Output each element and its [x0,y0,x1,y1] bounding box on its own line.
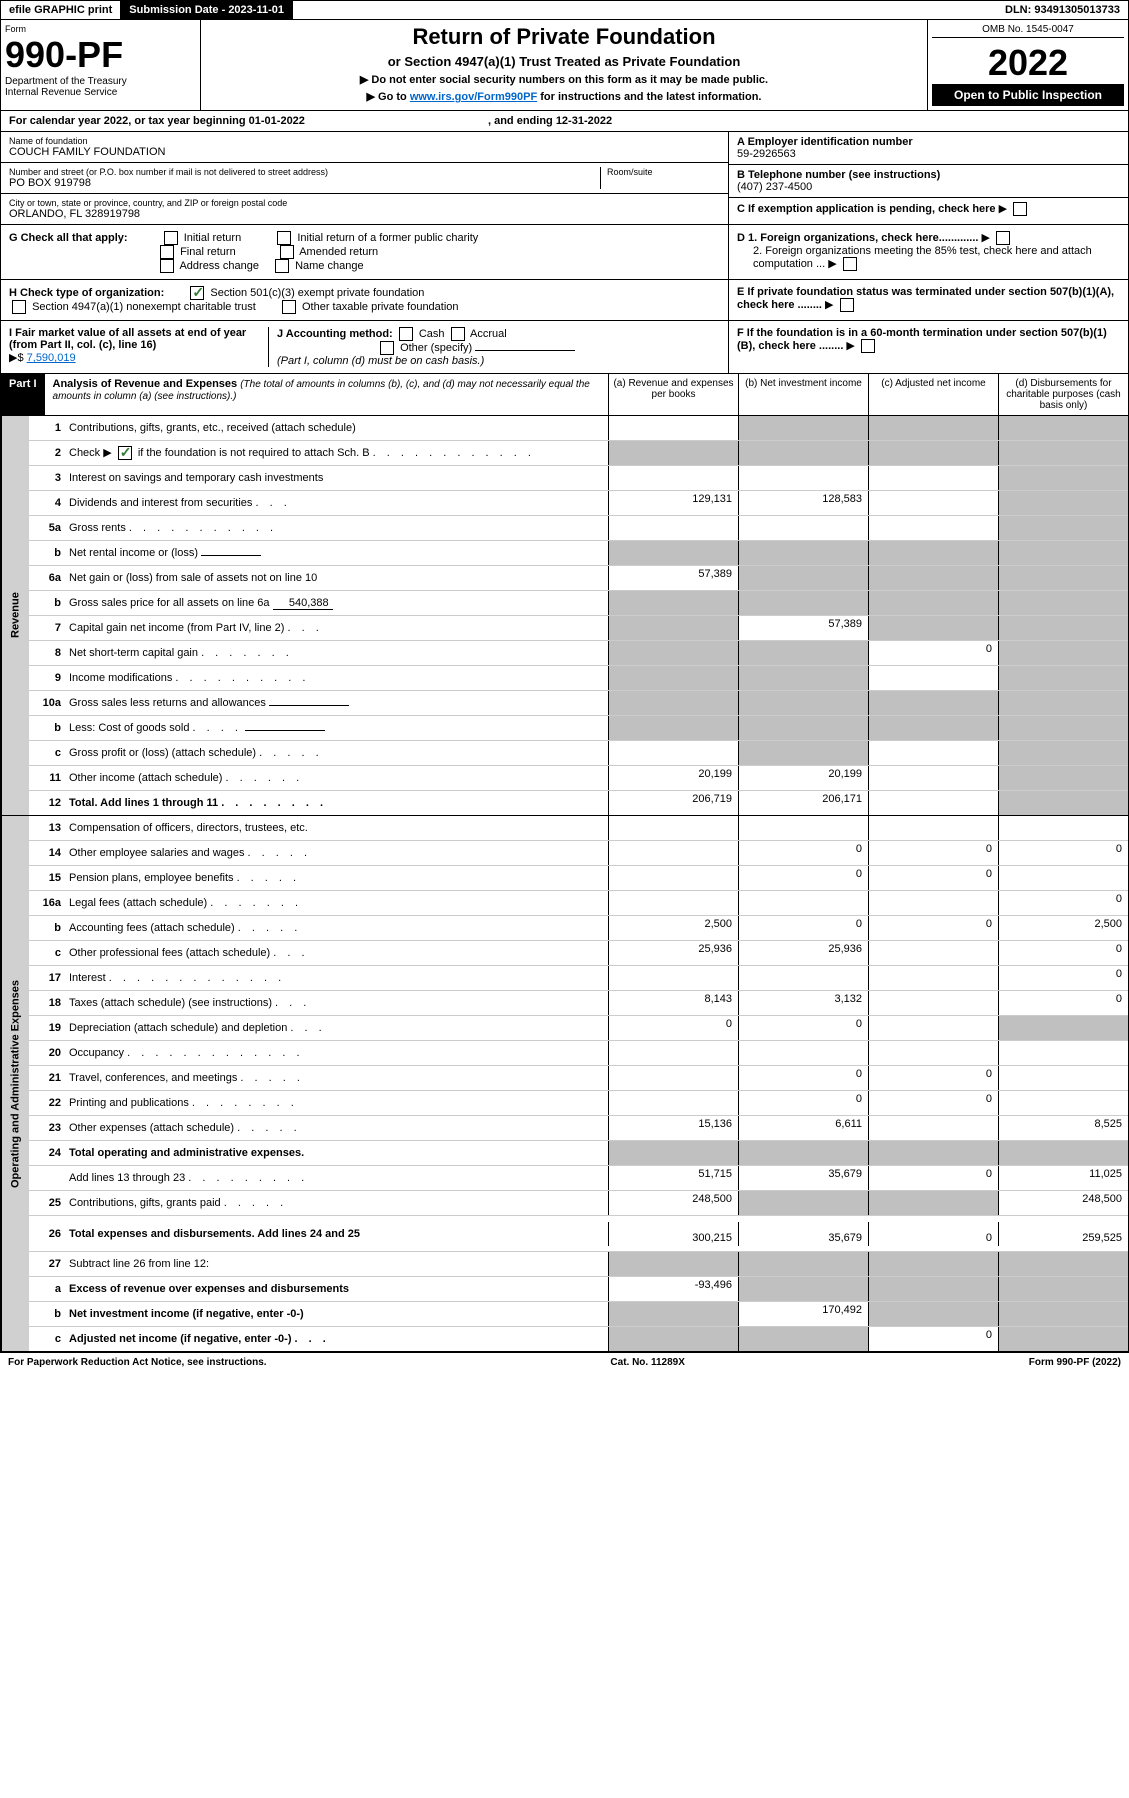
d2-checkbox[interactable] [843,257,857,271]
cat-no: Cat. No. 11289X [267,1357,1029,1368]
name-label: Name of foundation [9,136,720,146]
exemption-label: C If exemption application is pending, c… [737,203,996,215]
address: PO BOX 919798 [9,177,600,189]
l7-b: 57,389 [738,616,868,640]
initial-return-checkbox[interactable] [164,231,178,245]
section-ij: I Fair market value of all assets at end… [0,321,1129,374]
irs-label: Internal Revenue Service [5,87,196,98]
tax-year: 2022 [932,42,1124,84]
part1-label: Part I [1,374,45,415]
form-subtitle: or Section 4947(a)(1) Trust Treated as P… [205,54,923,69]
ein: 59-2926563 [737,148,1120,160]
501c3-checkbox[interactable] [190,286,204,300]
other-taxable-checkbox[interactable] [282,300,296,314]
l4-a: 129,131 [608,491,738,515]
initial-former-checkbox[interactable] [277,231,291,245]
revenue-section: Revenue 1Contributions, gifts, grants, e… [0,416,1129,816]
addr-label: Number and street (or P.O. box number if… [9,167,600,177]
form-label: Form [5,24,196,34]
col-b-header: (b) Net investment income [738,374,868,415]
form-footer: Form 990-PF (2022) [1029,1357,1121,1368]
revenue-vlabel: Revenue [1,416,29,815]
d1-checkbox[interactable] [996,231,1010,245]
fmv-value[interactable]: 7,590,019 [27,352,76,364]
col-a-header: (a) Revenue and expenses per books [608,374,738,415]
l4-b: 128,583 [738,491,868,515]
form-title: Return of Private Foundation [205,24,923,50]
exemption-checkbox[interactable] [1013,202,1027,216]
dept-label: Department of the Treasury [5,76,196,87]
expenses-vlabel: Operating and Administrative Expenses [1,816,29,1351]
instr-2: ▶ Go to www.irs.gov/Form990PF for instru… [205,90,923,103]
other-method-checkbox[interactable] [380,341,394,355]
efile-label[interactable]: efile GRAPHIC print [1,1,121,19]
calendar-year-row: For calendar year 2022, or tax year begi… [0,111,1129,132]
ein-label: A Employer identification number [737,136,1120,148]
l6b-inline: 540,388 [273,597,333,610]
info-grid: Name of foundation COUCH FAMILY FOUNDATI… [0,132,1129,225]
instr-1: ▶ Do not enter social security numbers o… [205,73,923,86]
l12-b: 206,171 [738,791,868,815]
city-label: City or town, state or province, country… [9,198,720,208]
4947-checkbox[interactable] [12,300,26,314]
arrow-icon: ▶ [999,202,1007,215]
schb-checkbox[interactable] [118,446,132,460]
dln: DLN: 93491305013733 [293,1,1128,19]
form-link[interactable]: www.irs.gov/Form990PF [410,91,537,103]
footer: For Paperwork Reduction Act Notice, see … [0,1352,1129,1372]
foundation-name: COUCH FAMILY FOUNDATION [9,146,720,158]
omb: OMB No. 1545-0047 [932,24,1124,38]
section-h: H Check type of organization: Section 50… [0,280,1129,321]
col-c-header: (c) Adjusted net income [868,374,998,415]
f-checkbox[interactable] [861,339,875,353]
l6a-a: 57,389 [608,566,738,590]
accrual-checkbox[interactable] [451,327,465,341]
paperwork-notice: For Paperwork Reduction Act Notice, see … [8,1357,267,1368]
part1-header: Part I Analysis of Revenue and Expenses … [0,374,1129,416]
phone: (407) 237-4500 [737,181,1120,193]
topbar: efile GRAPHIC print Submission Date - 20… [0,0,1129,20]
form-number: 990-PF [5,34,196,76]
l12-a: 206,719 [608,791,738,815]
section-g: G Check all that apply: Initial return I… [0,225,1129,280]
e-checkbox[interactable] [840,298,854,312]
room-label: Room/suite [607,167,720,177]
l11-a: 20,199 [608,766,738,790]
l8-c: 0 [868,641,998,665]
submission-date: Submission Date - 2023-11-01 [121,1,293,19]
expenses-section: Operating and Administrative Expenses 13… [0,816,1129,1352]
amended-checkbox[interactable] [280,245,294,259]
l11-b: 20,199 [738,766,868,790]
phone-label: B Telephone number (see instructions) [737,169,1120,181]
final-return-checkbox[interactable] [160,245,174,259]
city: ORLANDO, FL 328919798 [9,208,720,220]
open-public: Open to Public Inspection [932,84,1124,106]
col-d-header: (d) Disbursements for charitable purpose… [998,374,1128,415]
form-header: Form 990-PF Department of the Treasury I… [0,20,1129,111]
cash-checkbox[interactable] [399,327,413,341]
addr-change-checkbox[interactable] [160,259,174,273]
name-change-checkbox[interactable] [275,259,289,273]
